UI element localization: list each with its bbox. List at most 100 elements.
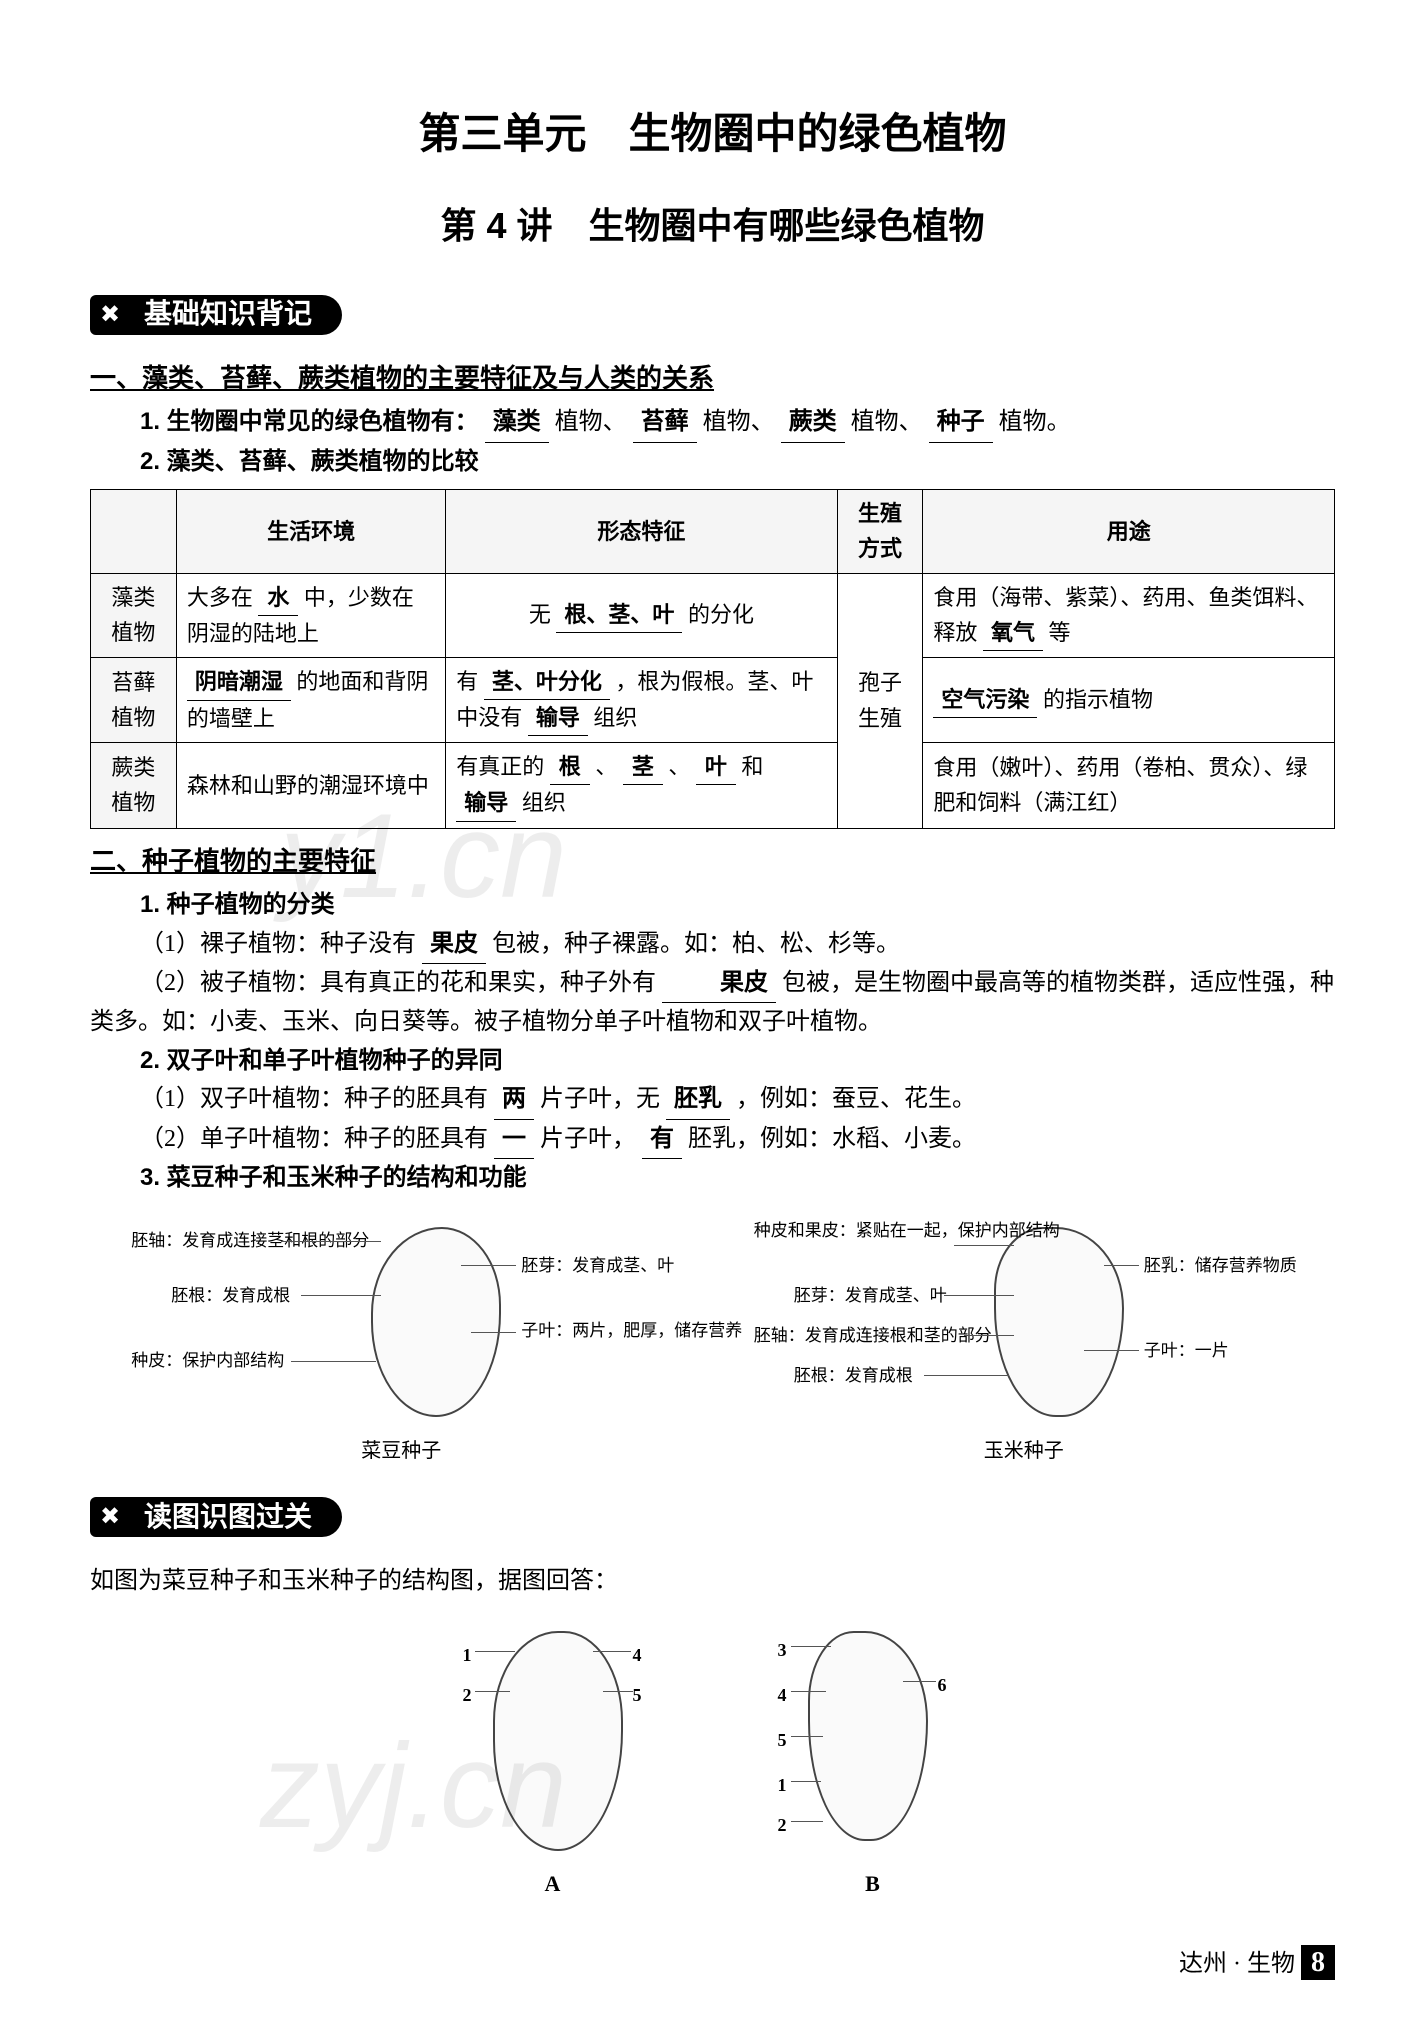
t: 的指示植物	[1043, 687, 1153, 712]
t: （1）裸子植物：种子没有	[140, 931, 416, 957]
t: 有	[456, 669, 478, 694]
section1-heading: 一、藻类、苔藓、蕨类植物的主要特征及与人类的关系	[90, 358, 1335, 400]
line	[954, 1245, 1014, 1246]
num-4: 4	[633, 1641, 642, 1670]
line	[281, 1241, 381, 1242]
cell-use: 食用（海带、紫菜）、药用、鱼类饵料、释放 氧气 等	[923, 573, 1335, 657]
blank-fern: 蕨类	[781, 403, 845, 442]
badge-text: 基础知识背记	[130, 295, 342, 335]
table-row-fern: 蕨类植物 森林和山野的潮湿环境中 有真正的 根 、 茎 、 叶 和 输导 组织 …	[91, 743, 1335, 828]
corn-r1: 胚乳：储存营养物质	[1144, 1252, 1297, 1279]
t: 、	[668, 754, 690, 779]
corn-l3: 胚轴：发育成连接根和茎的部分	[754, 1322, 992, 1349]
corn-l1: 种皮和果皮：紧贴在一起，保护内部结构	[754, 1217, 984, 1244]
th-use: 用途	[923, 490, 1335, 573]
row-name: 藻类植物	[91, 573, 177, 657]
sec2-sub3: 3. 菜豆种子和玉米种子的结构和功能	[140, 1159, 1335, 1197]
th-morph: 形态特征	[446, 490, 837, 573]
cell-use: 食用（嫩叶）、药用（卷柏、贯众）、绿肥和饲料（满江红）	[923, 743, 1335, 828]
table-header-row: 生活环境 形态特征 生殖方式 用途	[91, 490, 1335, 573]
t: 胚乳，例如：水稻、小麦。	[688, 1126, 976, 1152]
corn-seed-diagram: 种皮和果皮：紧贴在一起，保护内部结构 胚芽：发育成茎、叶 胚轴：发育成连接根和茎…	[754, 1217, 1294, 1467]
blank: 两	[494, 1080, 534, 1119]
sec2-sub1: 1. 种子植物的分类	[140, 886, 1335, 924]
sec2-sub2: 2. 双子叶和单子叶植物种子的异同	[140, 1042, 1335, 1080]
section1-line2: 2. 藻类、苔藓、蕨类植物的比较	[140, 443, 1335, 481]
blank: 叶	[696, 749, 736, 785]
corn-l4: 胚根：发育成根	[794, 1362, 913, 1389]
line	[924, 1375, 1009, 1376]
line	[593, 1651, 631, 1652]
blank: 根	[550, 749, 590, 785]
line	[944, 1295, 1014, 1296]
lecture-title: 第 4 讲 生物圈中有哪些绿色植物	[90, 197, 1335, 255]
cell-morph: 有真正的 根 、 茎 、 叶 和 输导 组织	[446, 743, 837, 828]
line	[791, 1646, 831, 1647]
line	[964, 1335, 1014, 1336]
line	[1104, 1265, 1139, 1266]
footer-text: 达州 · 生物	[1179, 1951, 1295, 1977]
table-row-moss: 苔藓植物 阴暗潮湿 的地面和背阴的墙壁上 有 茎、叶分化 ，根为假根。茎、叶中没…	[91, 657, 1335, 742]
cell-env: 大多在 水 中，少数在阴湿的陆地上	[176, 573, 445, 657]
blank: 阴暗潮湿	[187, 664, 291, 700]
t: （2）被子植物：具有真正的花和果实，种子外有	[140, 970, 656, 996]
line	[603, 1691, 633, 1692]
num-2b: 2	[778, 1811, 787, 1840]
table-row-algae: 藻类植物 大多在 水 中，少数在阴湿的陆地上 无 根、茎、叶 的分化 孢子生殖 …	[91, 573, 1335, 657]
question-seed-a: 1 2 4 5 A	[453, 1621, 653, 1901]
cell-repro: 孢子生殖	[837, 573, 923, 828]
line1-end: 植物。	[999, 409, 1071, 435]
seed-diagrams: 胚轴：发育成连接茎和根的部分 胚根：发育成根 种皮：保护内部结构 胚芽：发育成茎…	[90, 1217, 1335, 1467]
sec2-p1: （1）裸子植物：种子没有 果皮 包被，种子裸露。如：柏、松、杉等。	[140, 925, 1335, 964]
unit-title: 第三单元 生物圈中的绿色植物	[90, 100, 1335, 167]
q-corn-shape	[808, 1631, 928, 1841]
section2-heading: 二、种子植物的主要特征	[90, 841, 1335, 883]
num-1: 1	[463, 1641, 472, 1670]
line	[475, 1691, 510, 1692]
cap-a: A	[453, 1866, 653, 1901]
line1-prefix: 1. 生物圈中常见的绿色植物有：	[140, 408, 479, 435]
cell-morph: 无 根、茎、叶 的分化	[446, 573, 837, 657]
t: 片子叶，	[540, 1126, 636, 1152]
num-5b: 5	[778, 1726, 787, 1755]
q-bean-shape	[493, 1631, 623, 1851]
page-footer: 达州 · 生物 8	[90, 1941, 1335, 1986]
num-1b: 1	[778, 1771, 787, 1800]
sep2: 植物、	[703, 409, 775, 435]
t: 大多在	[187, 585, 253, 610]
bean-r2: 子叶：两片，肥厚，储存营养	[521, 1317, 671, 1344]
t: 片子叶，无	[540, 1086, 660, 1112]
badge-icon: ✖	[90, 1497, 130, 1537]
badge-text: 读图识图过关	[130, 1497, 342, 1537]
corn-l2: 胚芽：发育成茎、叶	[794, 1282, 947, 1309]
line	[791, 1821, 823, 1822]
cap-b: B	[773, 1866, 973, 1901]
bean-shape	[371, 1227, 501, 1417]
bean-r1: 胚芽：发育成茎、叶	[521, 1252, 674, 1279]
line	[791, 1781, 821, 1782]
num-3: 3	[778, 1636, 787, 1665]
num-4b: 4	[778, 1681, 787, 1710]
t: 等	[1048, 620, 1070, 645]
question-diagram: 1 2 4 5 A 3 4 5 1 2 6 B	[90, 1621, 1335, 1901]
blank: 输导	[456, 785, 516, 821]
sec2-p2: （2）被子植物：具有真正的花和果实，种子外有 果皮 包被，是生物圈中最高等的植物…	[90, 964, 1335, 1042]
t: 包被，种子裸露。如：柏、松、杉等。	[492, 931, 900, 957]
bean-l3: 种皮：保护内部结构	[131, 1347, 284, 1374]
blank-moss: 苔藓	[633, 403, 697, 442]
corn-r2: 子叶：一片	[1144, 1337, 1229, 1364]
blank: 果皮	[662, 964, 776, 1003]
blank: 胚乳	[666, 1080, 730, 1119]
badge-diagram-questions: ✖ 读图识图过关	[90, 1497, 342, 1537]
sec2-p3: （1）双子叶植物：种子的胚具有 两 片子叶，无 胚乳 ，例如：蚕豆、花生。	[140, 1080, 1335, 1119]
blank: 茎、叶分化	[484, 664, 610, 700]
bean-seed-diagram: 胚轴：发育成连接茎和根的部分 胚根：发育成根 种皮：保护内部结构 胚芽：发育成茎…	[131, 1217, 671, 1467]
blank: 有	[642, 1120, 682, 1159]
line	[301, 1295, 381, 1296]
th-env: 生活环境	[176, 490, 445, 573]
corn-shape	[994, 1227, 1124, 1417]
t: 无	[529, 602, 551, 627]
th-blank	[91, 490, 177, 573]
question-seed-b: 3 4 5 1 2 6 B	[773, 1621, 973, 1901]
t: 有真正的	[456, 754, 544, 779]
